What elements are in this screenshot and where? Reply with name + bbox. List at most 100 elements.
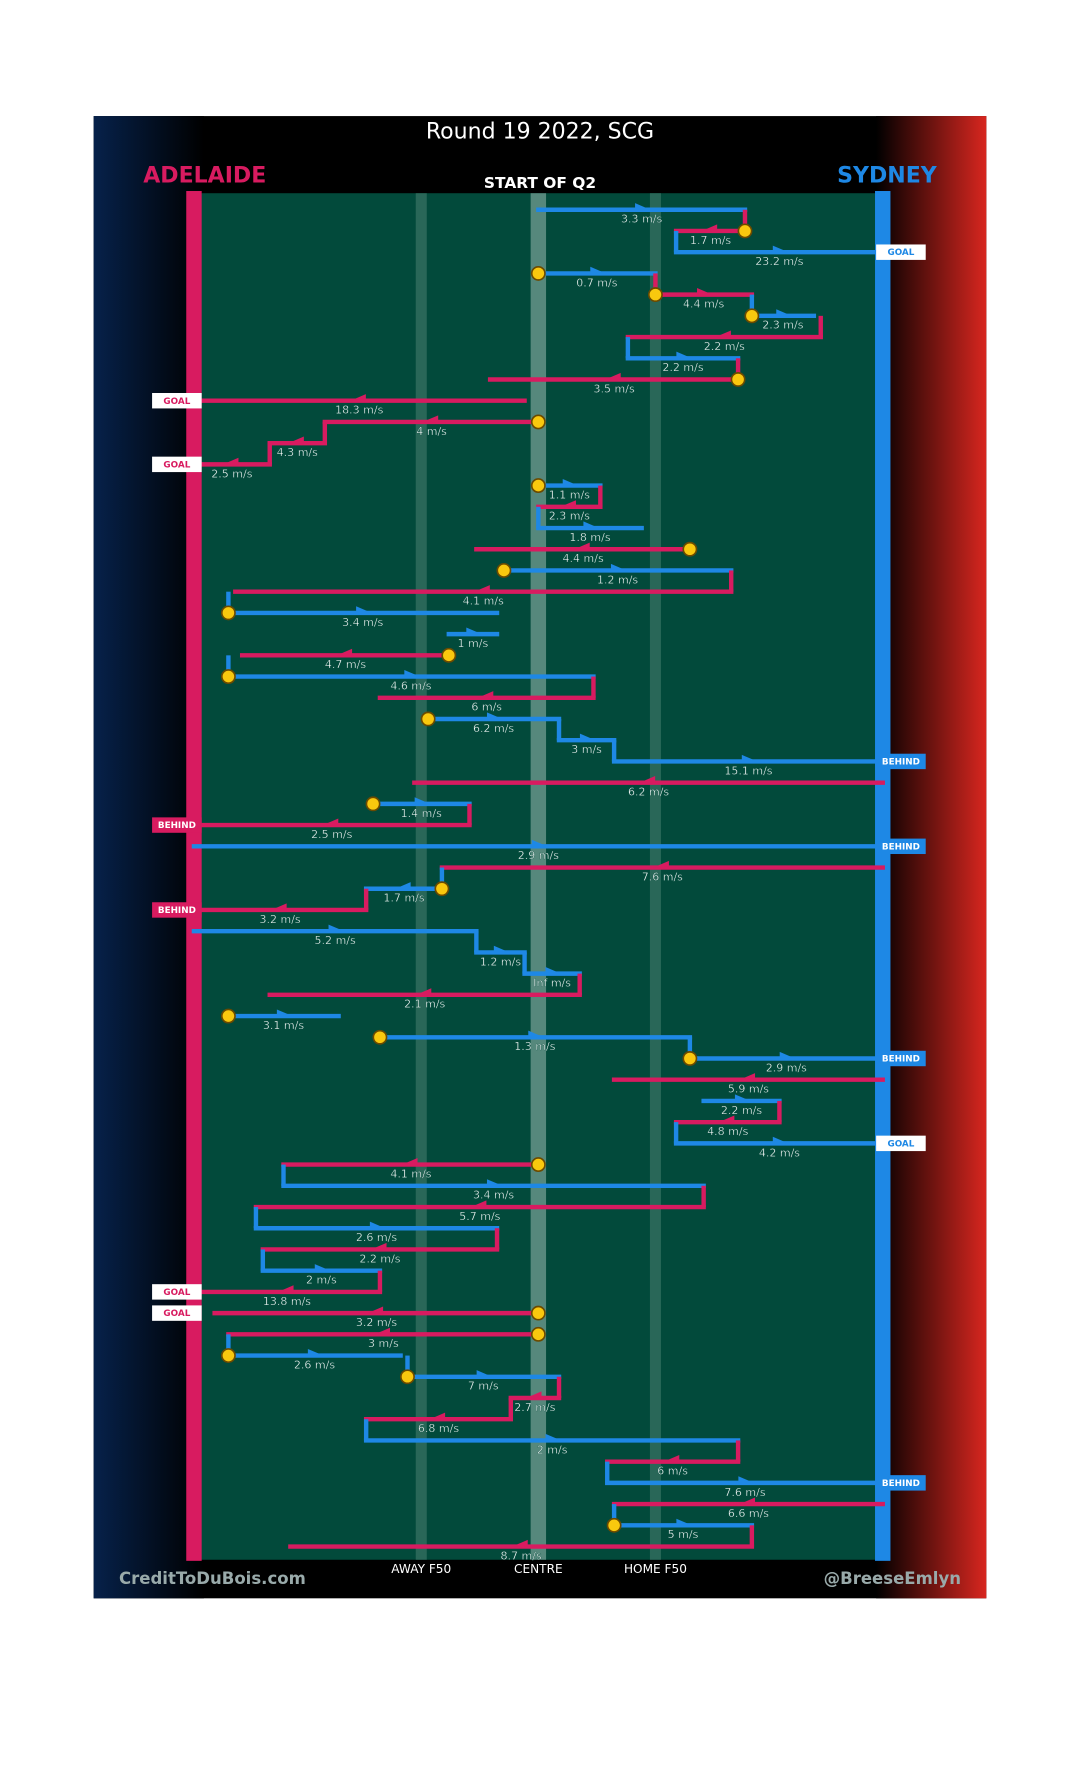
field-band xyxy=(415,193,427,1560)
arrow xyxy=(429,1412,446,1421)
arrow xyxy=(741,754,758,763)
arrow xyxy=(422,415,439,424)
arrow xyxy=(470,1200,487,1209)
speed-label: 4 m/s xyxy=(416,425,447,438)
arrow xyxy=(371,1242,387,1251)
field-band xyxy=(530,193,547,1560)
arrow xyxy=(356,606,372,615)
speed-label: 3.3 m/s xyxy=(621,213,662,226)
turnover xyxy=(365,796,381,812)
arrow xyxy=(663,1455,680,1463)
speed-label: 6.2 m/s xyxy=(473,722,514,735)
result-label: GOAL xyxy=(887,1139,914,1149)
result-label: GOAL xyxy=(163,397,190,407)
speed-label: 6 m/s xyxy=(657,1465,688,1478)
speed-label: 3.4 m/s xyxy=(342,616,383,629)
result-tag xyxy=(876,1475,926,1491)
speed-label: 2.9 m/s xyxy=(766,1061,807,1074)
arrow xyxy=(223,457,239,466)
result-tag xyxy=(876,244,926,260)
speed-label: 1.2 m/s xyxy=(480,955,521,968)
speed-label: 4.4 m/s xyxy=(683,298,724,311)
arrow xyxy=(605,372,621,381)
x-tick-label: HOME F50 xyxy=(624,1562,687,1576)
arrow xyxy=(739,1497,756,1506)
result-tag xyxy=(152,817,202,833)
arrow xyxy=(486,1179,503,1187)
speed-label: 1.7 m/s xyxy=(383,892,424,905)
turnover xyxy=(420,711,436,727)
arrow xyxy=(531,839,548,848)
team-name: SYDNEY xyxy=(837,164,938,189)
chart-title: Round 19 2022, SCG xyxy=(426,120,654,145)
arrow xyxy=(545,1433,561,1442)
arrow xyxy=(404,669,420,678)
arrow xyxy=(635,203,651,211)
speed-label: 5.9 m/s xyxy=(728,1083,769,1096)
turnover xyxy=(220,1348,236,1363)
arrow xyxy=(779,1051,796,1060)
result-label: GOAL xyxy=(163,460,190,470)
arrow xyxy=(271,903,287,912)
arrow xyxy=(486,712,503,721)
arrow xyxy=(701,224,718,233)
result-tag xyxy=(876,838,926,855)
speed-label: Inf m/s xyxy=(533,977,571,990)
speed-label: 7.6 m/s xyxy=(724,1486,765,1499)
speed-label: 23.2 m/s xyxy=(755,255,803,268)
arrow xyxy=(367,1306,384,1315)
speed-label: 7 m/s xyxy=(468,1380,499,1393)
team-name: ADELAIDE xyxy=(143,164,266,189)
arrow xyxy=(676,351,692,360)
arrow xyxy=(512,1539,528,1548)
speed-label: 3.4 m/s xyxy=(473,1189,514,1202)
arrow xyxy=(715,330,731,339)
result-label: GOAL xyxy=(163,1288,190,1298)
speed-label: 4.1 m/s xyxy=(463,595,504,608)
axis-layer: AWAY F50 CENTRE HOME F50 xyxy=(391,193,687,1576)
result-label: BEHIND xyxy=(882,1055,920,1065)
speed-label: 1 m/s xyxy=(458,637,489,650)
speed-label: 2.5 m/s xyxy=(311,828,352,841)
speed-label: 1.3 m/s xyxy=(514,1040,555,1053)
arrow xyxy=(276,1009,293,1018)
arrow xyxy=(466,627,482,636)
speed-label: 2.6 m/s xyxy=(356,1231,397,1244)
speed-label: 2 m/s xyxy=(537,1443,568,1456)
speed-label: 4.6 m/s xyxy=(390,679,431,692)
speed-label: 7.6 m/s xyxy=(642,870,683,883)
speed-label: 2.2 m/s xyxy=(662,361,703,374)
result-tag xyxy=(876,1135,926,1152)
speed-label: 3.2 m/s xyxy=(259,913,300,926)
result-tag xyxy=(152,1284,202,1300)
arrow xyxy=(579,733,596,742)
arrow xyxy=(307,1348,324,1357)
arrow xyxy=(322,818,339,827)
arrow xyxy=(738,1476,754,1484)
turnover xyxy=(682,541,698,557)
speed-label: 1.1 m/s xyxy=(549,489,590,502)
arrow xyxy=(477,691,494,699)
result-label: BEHIND xyxy=(158,821,196,831)
arrow xyxy=(676,1518,692,1527)
speed-label: 0.7 m/s xyxy=(576,276,617,289)
speed-label: 2.6 m/s xyxy=(294,1358,335,1371)
speed-label: 2 m/s xyxy=(306,1274,337,1287)
speed-label: 4.2 m/s xyxy=(759,1146,800,1159)
turnover xyxy=(530,1157,546,1173)
turnover xyxy=(606,1517,622,1533)
speed-label: 6.6 m/s xyxy=(728,1507,769,1520)
arrow xyxy=(739,1073,756,1081)
speed-label: 5.7 m/s xyxy=(459,1210,500,1223)
left-gradient xyxy=(93,116,204,1599)
turnover xyxy=(530,265,546,281)
arrow xyxy=(583,521,599,530)
arrow xyxy=(474,585,490,593)
arrow xyxy=(772,245,789,254)
arrow xyxy=(476,1370,493,1378)
arrow xyxy=(734,1094,751,1103)
speed-label: 3 m/s xyxy=(571,743,602,756)
turnover xyxy=(530,414,546,430)
speed-label: 3.2 m/s xyxy=(356,1316,397,1329)
